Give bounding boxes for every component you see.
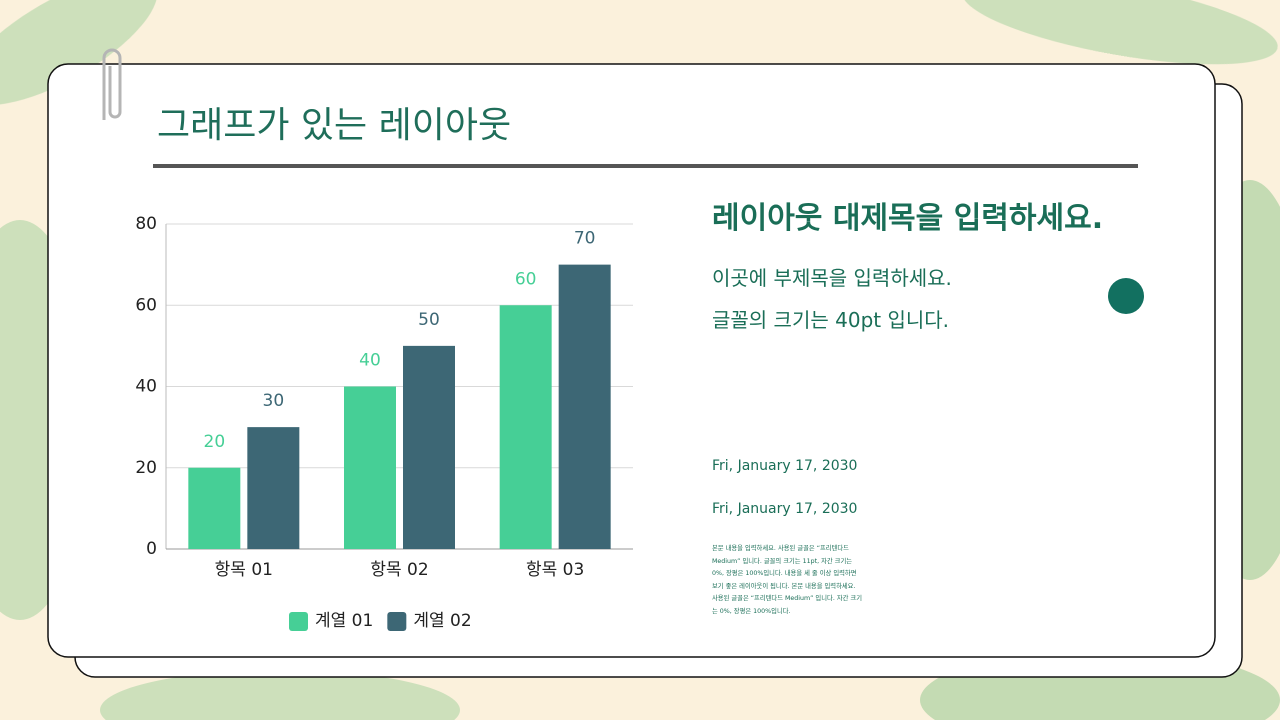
card <box>47 63 1216 658</box>
data-label: 30 <box>263 391 285 411</box>
y-tick-label: 60 <box>135 295 157 315</box>
x-tick-label: 항목 01 <box>215 560 273 580</box>
x-tick-label: 항목 02 <box>370 560 428 580</box>
y-tick-label: 0 <box>146 539 157 559</box>
dot <box>1108 278 1144 314</box>
data-label: 70 <box>574 229 596 249</box>
bar <box>558 264 611 549</box>
date: Fri, January 17, 2030 <box>712 501 858 517</box>
date: Fri, January 17, 2030 <box>712 458 858 474</box>
bar <box>403 345 455 549</box>
body-text: 본문 내용을 입력하세요. 사용된 글꼴은 “프리텐다드 Medium” 입니다… <box>712 545 862 615</box>
data-label: 20 <box>204 432 226 452</box>
subtitle: 글꼴의 크기는 40pt 입니다. <box>712 308 950 332</box>
legend-swatch <box>289 612 308 631</box>
data-label: 60 <box>515 269 537 289</box>
subtitle: 이곳에 부제목을 입력하세요. <box>712 266 952 290</box>
paperclip <box>102 48 122 120</box>
bar <box>499 305 552 549</box>
data-label: 40 <box>359 351 381 371</box>
legend-label: 계열 01 <box>315 611 373 631</box>
legend-label: 계열 02 <box>413 611 471 631</box>
bar <box>188 467 241 549</box>
x-tick-label: 항목 03 <box>526 560 584 580</box>
slide-title: 그래프가 있는 레이아웃 <box>157 105 511 146</box>
bar <box>344 386 396 549</box>
divider <box>153 164 1138 168</box>
y-tick-label: 40 <box>135 377 157 397</box>
legend-swatch <box>387 612 407 631</box>
heading: 레이아웃 대제목을 입력하세요. <box>712 201 1104 236</box>
data-label: 50 <box>418 310 440 330</box>
bar <box>247 427 300 549</box>
y-tick-label: 20 <box>135 458 157 478</box>
y-tick-label: 80 <box>135 214 157 234</box>
